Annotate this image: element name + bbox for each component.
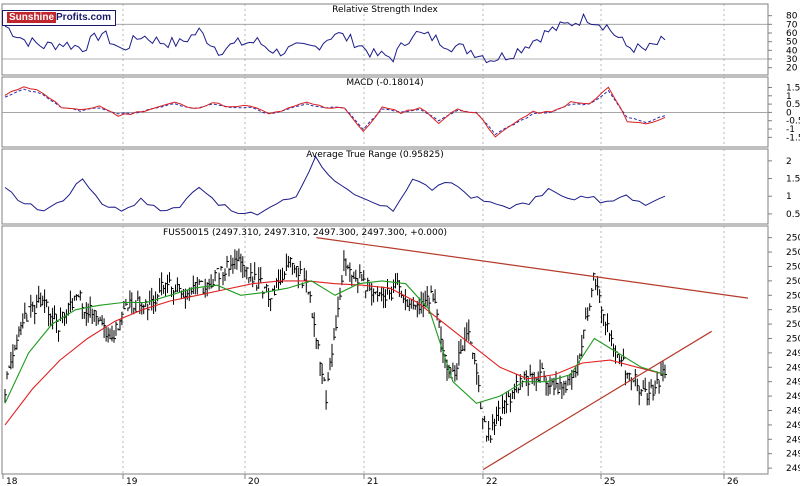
panel-frame-3 <box>1 225 769 475</box>
y-tick-label: 1 <box>786 92 792 102</box>
y-tick-label: 2502 <box>786 306 800 316</box>
y-tick-label: 70 <box>786 20 798 30</box>
x-tick-label: 21 <box>367 477 378 486</box>
y-tick-label: 80 <box>786 12 798 22</box>
y-tick-label: 0 <box>786 108 792 118</box>
macd-signal-line <box>4 88 666 136</box>
y-tick-label: -1.5 <box>786 133 800 143</box>
panel-title-0: Relative Strength Index <box>332 5 438 15</box>
y-tick-label: 60 <box>786 29 798 39</box>
y-tick-label: 2503 <box>786 291 800 301</box>
y-tick-label: 2504 <box>786 277 800 287</box>
y-tick-label: 2505 <box>786 262 800 272</box>
x-tick-label: 19 <box>126 477 138 486</box>
x-tick-label: 20 <box>248 477 260 486</box>
y-tick-label: 40 <box>786 46 798 56</box>
y-tick-label: 1 <box>786 192 792 202</box>
y-tick-label: 50 <box>786 38 798 48</box>
atr-line <box>4 155 666 216</box>
slow-moving-average <box>4 280 666 426</box>
support-trendline <box>482 330 713 471</box>
y-tick-label: 2496 <box>786 392 800 402</box>
fast-moving-average <box>4 280 666 404</box>
y-tick-label: 0.5 <box>786 100 800 110</box>
logo-part-1: Sunshine <box>7 12 57 23</box>
y-tick-label: 1.5 <box>786 175 800 185</box>
x-tick-label: 18 <box>6 477 18 486</box>
y-tick-label: 1.5 <box>786 83 800 93</box>
y-tick-label: 2493 <box>786 435 800 445</box>
panel-title-1: MACD (-0.18014) <box>346 78 423 88</box>
rsi-line <box>4 12 666 64</box>
logo-part-2: Profits.com <box>56 12 112 23</box>
macd-line <box>4 86 666 138</box>
y-tick-label: 2497 <box>786 378 800 388</box>
y-tick-label: 2507 <box>786 234 800 244</box>
x-tick-label: 22 <box>486 477 497 486</box>
y-tick-label: 2499 <box>786 349 800 359</box>
y-tick-label: 2500 <box>786 334 800 344</box>
panel-frame-2 <box>1 148 769 225</box>
y-tick-label: -1 <box>786 125 795 135</box>
y-tick-label: 2506 <box>786 248 800 258</box>
x-tick-label: 26 <box>727 477 739 486</box>
y-tick-label: 2498 <box>786 363 800 373</box>
panel-title-3: FUS50015 (2497.310, 2497.310, 2497.300, … <box>163 228 447 238</box>
y-tick-label: 2492 <box>786 450 800 460</box>
y-tick-label: 2501 <box>786 320 800 330</box>
x-tick-label: 25 <box>604 477 615 486</box>
y-tick-label: -0.5 <box>786 117 800 127</box>
panel-title-2: Average True Range (0.95825) <box>306 150 443 160</box>
y-tick-label: 2 <box>786 157 792 167</box>
resistance-trendline <box>316 237 749 299</box>
y-tick-label: 2491 <box>786 464 800 474</box>
y-tick-label: 20 <box>786 64 798 74</box>
y-tick-label: 2495 <box>786 407 800 417</box>
panel-frame-0 <box>1 3 769 76</box>
sunshine-profits-logo: Sunshine Profits.com <box>2 10 117 26</box>
y-tick-label: 2494 <box>786 421 800 431</box>
y-tick-label: 0.5 <box>786 210 800 220</box>
y-tick-label: 30 <box>786 55 798 65</box>
